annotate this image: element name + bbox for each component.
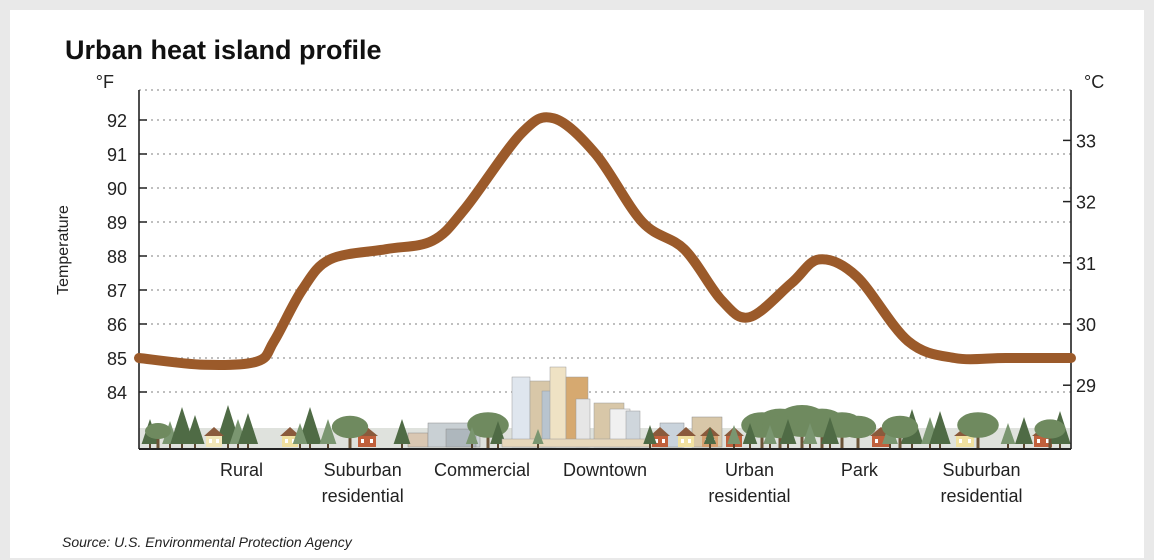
tree-icon — [237, 413, 259, 449]
tree-icon — [802, 423, 818, 449]
building-icon — [549, 366, 567, 448]
building-icon — [407, 432, 429, 448]
right-tick-label: 30 — [1076, 315, 1096, 335]
chart-title: Urban heat island profile — [65, 35, 382, 65]
zone-label: Suburban residential — [322, 460, 404, 506]
zone-labels: Rural Suburban residential Commercial Downto… — [220, 460, 1023, 506]
tree-icon — [170, 407, 194, 449]
tree-icon — [727, 425, 741, 449]
tree-icon — [821, 417, 839, 449]
left-tick-label: 87 — [107, 281, 127, 301]
right-tick-label: 33 — [1076, 131, 1096, 151]
tree-icon — [331, 415, 369, 449]
chart-card: Urban heat island profile °F °C Temperat… — [10, 10, 1144, 558]
tree-icon — [643, 425, 657, 449]
house-icon — [204, 427, 224, 447]
left-tick-label: 90 — [107, 179, 127, 199]
tree-icon — [763, 425, 777, 449]
tree-icon — [929, 411, 951, 449]
left-tick-labels: 84 85 86 87 88 89 90 91 92 — [107, 111, 147, 403]
tree-icon — [532, 429, 544, 449]
zone-label: Suburban residential — [941, 460, 1023, 506]
right-unit-label: °C — [1084, 72, 1104, 92]
building-icon — [511, 376, 531, 448]
left-unit-label: °F — [96, 72, 114, 92]
tree-icon — [292, 423, 308, 449]
left-tick-label: 89 — [107, 213, 127, 233]
gridlines — [139, 89, 1071, 393]
house-icon — [676, 427, 696, 447]
left-tick-label: 84 — [107, 383, 127, 403]
axes — [138, 90, 1072, 450]
heat-island-chart: Urban heat island profile °F °C Temperat… — [55, 35, 1104, 550]
tree-icon — [839, 415, 877, 449]
tree-icon — [319, 419, 337, 449]
zone-label: Rural — [220, 460, 263, 480]
temperature-series — [134, 112, 1076, 371]
skyline-icon — [501, 366, 683, 448]
tree-icon — [185, 415, 205, 449]
tree-icon — [779, 419, 797, 449]
tree-icon — [957, 412, 999, 449]
tree-icon — [298, 407, 322, 449]
tree-icon — [703, 427, 717, 449]
right-tick-label: 29 — [1076, 376, 1096, 396]
right-tick-label: 31 — [1076, 254, 1096, 274]
left-tick-label: 88 — [107, 247, 127, 267]
tree-icon — [1034, 419, 1066, 449]
tree-icon — [881, 415, 919, 449]
right-tick-label: 32 — [1076, 193, 1096, 213]
temperature-line — [134, 112, 1076, 371]
zone-label: Commercial — [434, 460, 530, 480]
tree-icon — [742, 423, 758, 449]
tree-icon — [1015, 417, 1033, 449]
zone-label: Downtown — [563, 460, 647, 480]
tree-icon — [145, 423, 171, 449]
left-tick-label: 85 — [107, 349, 127, 369]
tree-icon — [393, 419, 411, 449]
tree-icon — [465, 427, 479, 449]
tree-icon — [490, 421, 506, 449]
source-note: Source: U.S. Environmental Protection Ag… — [62, 534, 353, 550]
left-tick-label: 86 — [107, 315, 127, 335]
zone-label: Park — [841, 460, 879, 480]
tree-icon — [1000, 423, 1016, 449]
landscape-illustration — [139, 366, 1071, 449]
left-tick-label: 91 — [107, 145, 127, 165]
zone-label: Urban residential — [708, 460, 790, 506]
right-tick-labels: 29 30 31 32 33 — [1063, 131, 1096, 396]
left-tick-label: 92 — [107, 111, 127, 131]
y-axis-label: Temperature — [55, 205, 72, 295]
